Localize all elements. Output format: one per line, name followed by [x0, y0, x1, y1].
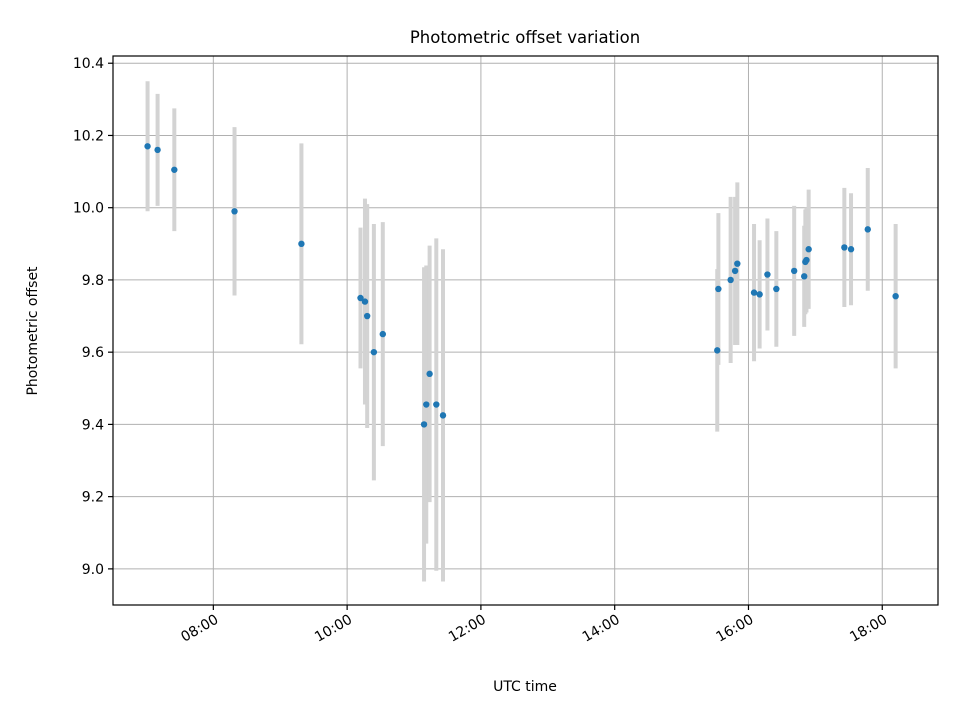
data-point [734, 260, 741, 267]
data-point [773, 285, 780, 293]
data-point [298, 240, 305, 248]
data-point [790, 267, 798, 275]
data-point [805, 246, 812, 253]
data-point [423, 401, 430, 408]
data-point [864, 226, 871, 233]
grid [113, 56, 938, 605]
y-tick-label: 9.2 [82, 490, 104, 506]
data-point [426, 370, 433, 378]
data-point [764, 271, 771, 278]
data-point [892, 292, 899, 300]
data-point [361, 298, 369, 305]
y-tick-label: 9.6 [82, 345, 104, 361]
y-tick-label: 9.8 [82, 273, 104, 289]
y-tick-label: 10.4 [73, 56, 104, 72]
chart-title: Photometric offset variation [410, 28, 640, 47]
data-point [144, 143, 151, 150]
data-point [433, 401, 440, 408]
data-point [750, 289, 758, 296]
data-point [714, 347, 721, 354]
y-tick-label: 10.0 [73, 201, 104, 217]
data-point [715, 285, 722, 293]
data-point [231, 208, 238, 215]
data-point [363, 312, 371, 320]
y-axis-label: Photometric offset [25, 266, 41, 396]
data-point [727, 276, 734, 284]
data-point [439, 412, 447, 419]
data-point [847, 246, 855, 253]
y-tick-label: 10.2 [73, 128, 104, 144]
data-point [357, 294, 364, 302]
x-axis-label: UTC time [493, 679, 557, 695]
data-point [370, 348, 378, 356]
data-point [803, 256, 810, 264]
data-point [731, 267, 739, 275]
plot-frame [112, 55, 939, 606]
data-point [379, 330, 386, 338]
y-tick-label: 9.0 [82, 562, 104, 578]
data-point [171, 166, 178, 173]
data-point [841, 244, 848, 251]
data-point [801, 273, 808, 280]
y-tick-label: 9.4 [82, 417, 104, 433]
data-point [420, 421, 428, 428]
data-points [144, 143, 899, 428]
data-point [756, 291, 763, 298]
data-point [154, 146, 161, 154]
